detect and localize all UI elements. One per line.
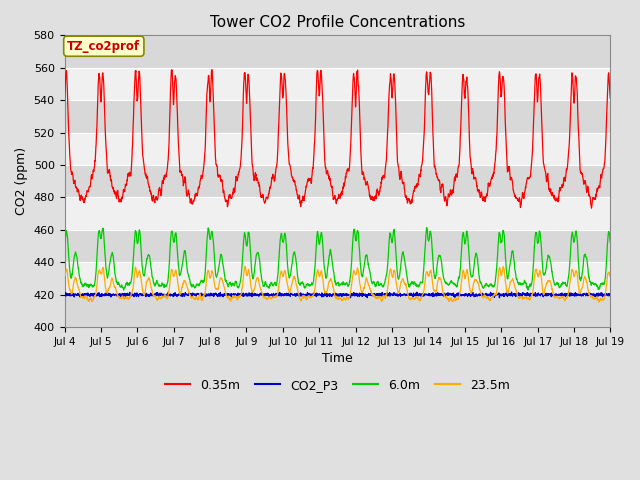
23.5m xyxy=(595,299,603,305)
0.35m xyxy=(497,76,504,82)
23.5m xyxy=(365,283,373,288)
Bar xyxy=(65,100,611,132)
CO2_P3 xyxy=(607,292,614,298)
23.5m xyxy=(61,274,68,279)
CO2_P3 xyxy=(164,289,172,295)
Legend: 0.35m, CO2_P3, 6.0m, 23.5m: 0.35m, CO2_P3, 6.0m, 23.5m xyxy=(160,374,515,397)
0.35m xyxy=(208,67,216,72)
Line: 23.5m: 23.5m xyxy=(65,266,611,302)
0.35m xyxy=(588,205,595,211)
6.0m xyxy=(497,236,504,242)
0.35m xyxy=(213,163,221,169)
CO2_P3 xyxy=(574,292,582,298)
6.0m xyxy=(423,225,431,230)
Bar xyxy=(65,36,611,68)
Text: TZ_co2prof: TZ_co2prof xyxy=(67,40,140,53)
23.5m xyxy=(559,294,566,300)
6.0m xyxy=(607,240,614,245)
Title: Tower CO2 Profile Concentrations: Tower CO2 Profile Concentrations xyxy=(210,15,465,30)
6.0m xyxy=(559,280,566,286)
6.0m xyxy=(61,240,68,246)
6.0m xyxy=(213,272,221,278)
0.35m xyxy=(573,103,581,109)
23.5m xyxy=(607,274,614,279)
Line: CO2_P3: CO2_P3 xyxy=(65,292,611,298)
CO2_P3 xyxy=(353,291,361,297)
CO2_P3 xyxy=(497,292,504,298)
6.0m xyxy=(353,228,361,233)
Bar xyxy=(65,230,611,262)
0.35m xyxy=(559,184,566,190)
23.5m xyxy=(213,286,221,291)
CO2_P3 xyxy=(61,291,68,297)
6.0m xyxy=(574,247,582,253)
CO2_P3 xyxy=(495,295,503,300)
Y-axis label: CO2 (ppm): CO2 (ppm) xyxy=(15,147,28,216)
CO2_P3 xyxy=(559,293,566,299)
0.35m xyxy=(365,190,373,195)
6.0m xyxy=(120,287,127,293)
0.35m xyxy=(61,98,68,104)
6.0m xyxy=(365,266,373,272)
CO2_P3 xyxy=(365,291,373,297)
23.5m xyxy=(353,267,361,273)
Line: 6.0m: 6.0m xyxy=(65,228,611,290)
23.5m xyxy=(496,265,504,271)
23.5m xyxy=(573,276,581,281)
CO2_P3 xyxy=(213,292,221,298)
23.5m xyxy=(499,264,507,269)
Line: 0.35m: 0.35m xyxy=(65,70,611,208)
Bar xyxy=(65,165,611,197)
X-axis label: Time: Time xyxy=(322,352,353,365)
Bar xyxy=(65,295,611,327)
0.35m xyxy=(607,96,614,102)
0.35m xyxy=(353,71,361,77)
